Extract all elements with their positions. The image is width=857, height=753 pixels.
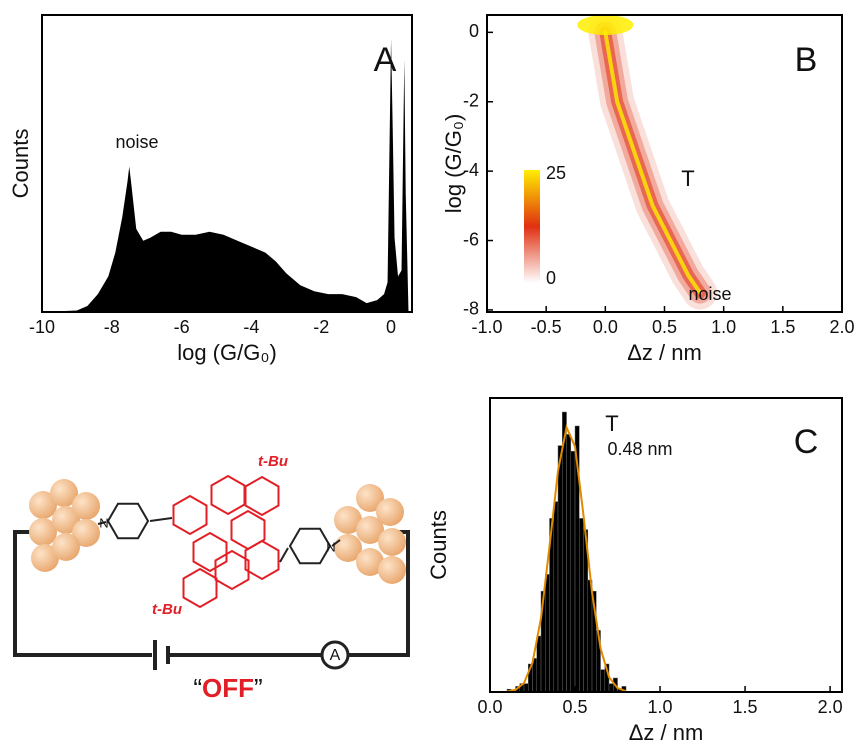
x-tick-label: 0.0 — [477, 697, 502, 717]
molecule — [97, 474, 341, 609]
colorbar-tick-label: 0 — [546, 268, 556, 288]
colorbar-tick-label: 25 — [546, 163, 566, 183]
annotation: noise — [115, 132, 158, 152]
x-tick-label: -10 — [29, 317, 55, 337]
histogram-bar — [545, 574, 550, 693]
x-tick-label: 1.5 — [733, 697, 758, 717]
y-tick-label: -2 — [463, 90, 479, 110]
x-tick-label: -2 — [313, 317, 329, 337]
annotation: T — [605, 411, 618, 436]
ring — [106, 502, 150, 540]
x-axis-label: log (G/G₀) — [177, 340, 277, 365]
ring — [214, 549, 250, 591]
density-ridge — [603, 30, 702, 295]
gold-electrode — [334, 484, 406, 584]
bond — [149, 517, 173, 522]
bond — [279, 547, 289, 563]
x-tick-label: 1.0 — [711, 317, 736, 337]
panel: 0.0 0.5 1.0 1.5 2.0 Δz / nm Counts C T 0.48 nm — [426, 397, 843, 745]
x-tick-label: -4 — [243, 317, 259, 337]
panel-label: B — [795, 41, 818, 79]
histogram-bar — [587, 579, 593, 693]
ring — [172, 494, 208, 536]
panel-label: C — [794, 423, 819, 461]
x-tick-label: 1.5 — [770, 317, 795, 337]
state-text: ” — [254, 673, 263, 703]
histogram-bar — [566, 434, 572, 693]
area — [42, 38, 409, 312]
wire — [13, 530, 152, 657]
x-axis-label: Δz / nm — [627, 340, 702, 365]
histogram-bar — [523, 683, 529, 693]
x-tick-label: 0.5 — [652, 317, 677, 337]
panel: 0 25 -1.0 -0.5 0.0 0.5 1.0 1.5 2.0 0 -2 -4 -6 -8 Δz / … — [441, 14, 855, 365]
annotation: 0.48 nm — [607, 439, 672, 459]
fit-curve — [506, 424, 627, 693]
x-tick-label: -0.5 — [531, 317, 562, 337]
histogram-bar — [562, 411, 567, 693]
substituent-label: t-Bu — [258, 453, 288, 470]
histogram-bar — [608, 683, 614, 693]
plot-frame — [41, 14, 413, 313]
y-tick-label: -6 — [463, 229, 479, 249]
panel-label: A — [374, 41, 397, 79]
state-text: “ — [193, 673, 202, 703]
ring — [210, 474, 246, 516]
plot-frame — [489, 397, 843, 693]
substituent-label: t-Bu — [152, 601, 182, 618]
ring — [288, 527, 332, 565]
molecular-junction — [13, 474, 410, 670]
density-hotspot — [577, 15, 634, 35]
histogram-bar — [570, 450, 576, 693]
ring — [182, 567, 218, 609]
bond — [97, 521, 107, 525]
x-tick-label: 0.0 — [593, 317, 618, 337]
histogram-bar — [579, 518, 584, 693]
ammeter-label: A — [330, 647, 341, 664]
colorbar — [524, 170, 540, 283]
ring — [244, 539, 280, 581]
y-tick-label: 0 — [469, 21, 479, 41]
y-axis-label: log (G/G₀) — [441, 114, 466, 214]
atom-label: N — [326, 539, 335, 554]
x-tick-label: 0.5 — [563, 697, 588, 717]
ring — [244, 475, 280, 517]
x-tick-label: 2.0 — [818, 697, 843, 717]
histogram-bar — [557, 445, 563, 693]
bond — [331, 539, 341, 547]
x-tick-label: -1.0 — [471, 317, 502, 337]
y-tick-label: -4 — [463, 160, 479, 180]
x-tick-label: 2.0 — [829, 317, 854, 337]
histogram-bar — [536, 635, 542, 693]
plot-frame — [486, 14, 843, 313]
x-axis-label: Δz / nm — [629, 720, 704, 745]
y-tick-label: -8 — [463, 299, 479, 319]
state-label: “OFF” — [193, 673, 262, 703]
x-tick-label: 1.0 — [648, 697, 673, 717]
annotation: T — [681, 166, 694, 191]
atom-label: N — [99, 515, 108, 530]
x-tick-label: -6 — [174, 317, 190, 337]
y-axis-label: Counts — [8, 129, 33, 199]
histogram-bar — [600, 669, 606, 693]
annotation: noise — [688, 284, 731, 304]
x-tick-label: 0 — [386, 317, 396, 337]
x-tick-label: -8 — [104, 317, 120, 337]
histogram-bar — [553, 501, 559, 693]
ring — [192, 531, 228, 573]
state-text: OFF — [202, 673, 254, 703]
y-axis-label: Counts — [426, 510, 451, 580]
gold-electrode — [29, 479, 100, 572]
